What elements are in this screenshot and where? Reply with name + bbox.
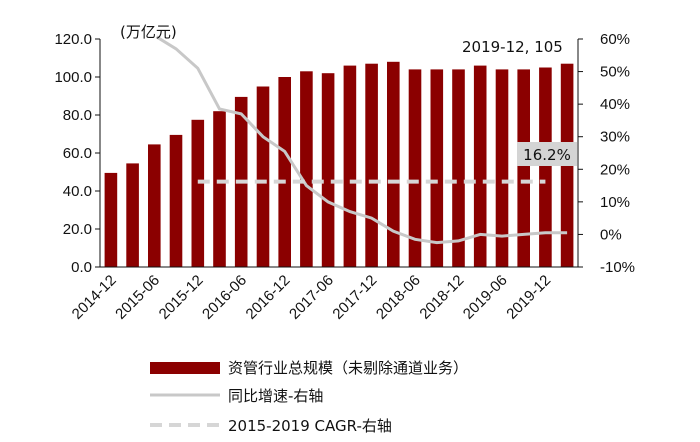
x-tick-labels: 2014-122015-062015-122016-062016-122017-…: [69, 272, 555, 323]
bar-2017-09: [343, 65, 357, 267]
legend-item-growth: 同比增速-右轴: [150, 387, 323, 405]
bar-2017-12: [365, 63, 378, 268]
cagr-label: 16.2%: [523, 146, 571, 164]
bar-2017-03: [300, 71, 313, 267]
legend: 资管行业总规模（未剔除通道业务） 同比增速-右轴 2015-2019 CAGR-…: [150, 359, 468, 435]
right-tick-label: 30%: [600, 129, 630, 146]
right-tick-label: 0%: [600, 226, 622, 243]
bar-2016-03: [213, 111, 226, 267]
left-tick-label: 40.0: [63, 183, 92, 200]
x-tick-label: 2019-06: [460, 272, 511, 323]
bar-2019-06: [495, 69, 509, 268]
right-tick-label: 40%: [600, 96, 630, 113]
left-tick-label: 80.0: [63, 107, 92, 124]
bar-2017-06: [321, 73, 335, 267]
growth-line: [155, 35, 568, 245]
right-tick-label: 50%: [600, 64, 630, 81]
legend-swatch-bars: [150, 362, 220, 374]
bar-2018-03: [387, 61, 400, 267]
bar-2019-12: [539, 67, 552, 267]
bar-2015-12: [191, 119, 205, 268]
x-tick-label: 2015-12: [156, 272, 207, 323]
x-tick-label: 2016-12: [243, 272, 294, 323]
unit-label: (万亿元): [120, 23, 177, 41]
legend-label-cagr: 2015-2019 CAGR-右轴: [228, 417, 392, 435]
legend-label-growth: 同比增速-右轴: [228, 387, 323, 405]
bar-2016-09: [256, 86, 270, 267]
bar-2015-03: [126, 163, 139, 267]
right-tick-label: 60%: [600, 31, 630, 48]
bar-2015-09: [169, 134, 183, 267]
bar-2019-09: [517, 69, 530, 268]
x-tick-label: 2017-12: [329, 272, 380, 323]
left-tick-label: 0.0: [71, 259, 92, 276]
bar-2014-12: [104, 172, 118, 267]
bar-2018-06: [408, 69, 422, 268]
legend-label-bars: 资管行业总规模（未剔除通道业务）: [228, 359, 468, 377]
bar-2019-03: [473, 65, 487, 267]
x-tick-label: 2014-12: [69, 272, 120, 323]
bar-series: [104, 61, 574, 268]
right-tick-label: -10%: [600, 259, 635, 276]
x-tick-label: 2015-06: [112, 272, 163, 323]
bar-2018-09: [430, 69, 444, 268]
bar-2018-12: [452, 69, 465, 268]
last-value-annotation: 2019-12, 105: [462, 38, 563, 56]
x-tick-label: 2017-06: [286, 272, 337, 323]
right-tick-label: 20%: [600, 161, 630, 178]
x-tick-label: 2019-12: [503, 272, 554, 323]
bar-2015-06: [148, 144, 161, 267]
left-tick-label: 120.0: [54, 31, 92, 48]
x-tick-label: 2016-06: [199, 272, 250, 323]
left-tick-label: 60.0: [63, 145, 92, 162]
legend-item-bars: 资管行业总规模（未剔除通道业务）: [150, 359, 468, 377]
x-tick-label: 2018-12: [416, 272, 467, 323]
right-tick-labels: -10% 0% 10% 20% 30% 40% 50% 60%: [578, 31, 635, 276]
x-tick-label: 2018-06: [373, 272, 424, 323]
cagr-label-box: 16.2%: [517, 142, 577, 166]
bar-2016-12: [278, 77, 291, 267]
right-tick-label: 10%: [600, 194, 630, 211]
left-tick-label: 20.0: [63, 221, 92, 238]
legend-item-cagr: 2015-2019 CAGR-右轴: [150, 417, 392, 435]
left-tick-labels: 0.0 20.0 40.0 60.0 80.0 100.0 120.0: [54, 31, 100, 276]
left-tick-label: 100.0: [54, 69, 92, 86]
